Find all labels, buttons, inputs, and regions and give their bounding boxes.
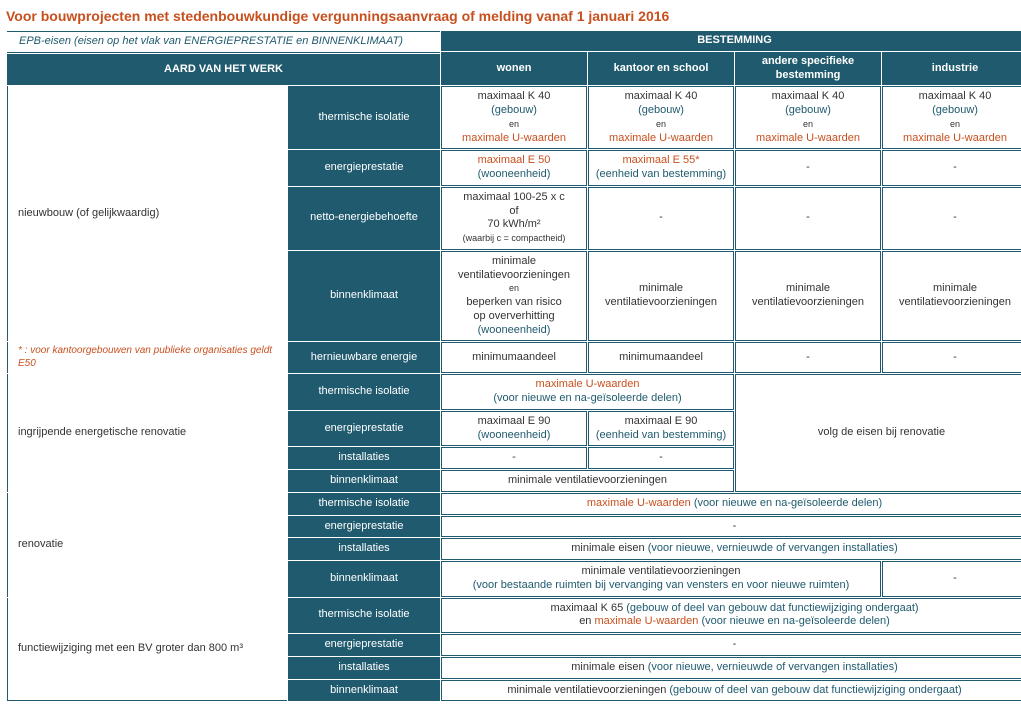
cell: minimale ventilatievoorzieningen — [735, 251, 881, 342]
cell: volg de eisen bij renovatie — [735, 374, 1021, 492]
footnote: * : voor kantoorgebouwen van publieke or… — [7, 342, 287, 373]
cell: - — [882, 561, 1021, 597]
epb-cell: EPB-eisen (eisen op het vlak van ENERGIE… — [7, 31, 440, 53]
col-wonen: wonen — [441, 52, 587, 86]
cell: minimale ventilatievoorzieningen (voor b… — [441, 561, 881, 597]
row-ier-therm: ingrijpende energetische renovatie therm… — [7, 374, 1021, 410]
cell: - — [882, 150, 1021, 186]
label-binnen3: binnenklimaat — [288, 561, 440, 597]
label-therm2: thermische isolatie — [288, 374, 440, 410]
label-binnen: binnenklimaat — [288, 251, 440, 342]
row-nieuwbouw-therm: nieuwbouw (of gelijkwaardig) thermische … — [7, 86, 1021, 149]
cat-ren: renovatie — [7, 493, 287, 597]
cell: minimale ventilatievoorzieningen en bepe… — [441, 251, 587, 342]
cat-nieuwbouw: nieuwbouw (of gelijkwaardig) — [7, 86, 287, 341]
label-install3: installaties — [288, 657, 440, 679]
cell: minimale ventilatievoorzieningen (gebouw… — [441, 680, 1021, 702]
cell: maximaal 100-25 x c of 70 kWh/m² (waarbi… — [441, 187, 587, 250]
row-nieuwbouw-hernieuw: * : voor kantoorgebouwen van publieke or… — [7, 342, 1021, 373]
cell: - — [441, 516, 1021, 538]
cell: - — [735, 342, 881, 373]
label-netto: netto-energiebehoefte — [288, 187, 440, 250]
cell: maximaal E 90 (wooneenheid) — [441, 411, 587, 447]
label-install1: installaties — [288, 447, 440, 469]
cell: minimale eisen (voor nieuwe, vernieuwde … — [441, 538, 1021, 560]
epb-table: EPB-eisen (eisen op het vlak van ENERGIE… — [6, 30, 1021, 702]
label-hernieuw: hernieuwbare energie — [288, 342, 440, 373]
cell: maximaal E 55* (eenheid van bestemming) — [588, 150, 734, 186]
cell: minimale ventilatievoorzieningen — [441, 470, 734, 492]
cat-fun: functiewijziging met een BV groter dan 8… — [7, 598, 287, 702]
label-install2: installaties — [288, 538, 440, 560]
label-energie4: energieprestatie — [288, 634, 440, 656]
cell: - — [441, 634, 1021, 656]
cat-ier: ingrijpende energetische renovatie — [7, 374, 287, 492]
cell: minimale ventilatievoorzieningen — [588, 251, 734, 342]
cell: minimale ventilatievoorzieningen — [882, 251, 1021, 342]
cell: maximale U-waarden (voor nieuwe en na-ge… — [441, 493, 1021, 515]
cell: minimumaandeel — [588, 342, 734, 373]
label-binnen4: binnenklimaat — [288, 680, 440, 702]
label-energie2: energieprestatie — [288, 411, 440, 447]
cell: maximaal K 40 (gebouw) en maximale U-waa… — [441, 86, 587, 149]
cell: maximaal K 65 (gebouw of deel van gebouw… — [441, 598, 1021, 634]
label-therm: thermische isolatie — [288, 86, 440, 149]
cell: - — [735, 187, 881, 250]
cell: maximale U-waarden (voor nieuwe en na-ge… — [441, 374, 734, 410]
cell: - — [441, 447, 587, 469]
label-therm3: thermische isolatie — [288, 493, 440, 515]
cell: maximaal E 90 (eenheid van bestemming) — [588, 411, 734, 447]
cell: - — [882, 342, 1021, 373]
row-fun-therm: functiewijziging met een BV groter dan 8… — [7, 598, 1021, 634]
cell: maximaal K 40 (gebouw) en maximale U-waa… — [735, 86, 881, 149]
label-energie3: energieprestatie — [288, 516, 440, 538]
col-andere: andere specifieke bestemming — [735, 52, 881, 86]
col-industrie: industrie — [882, 52, 1021, 86]
bestemming-header: BESTEMMING — [441, 31, 1021, 51]
cell: minimale eisen (voor nieuwe, vernieuwde … — [441, 657, 1021, 679]
row-ren-therm: renovatie thermische isolatie maximale U… — [7, 493, 1021, 515]
cell: maximaal K 40 (gebouw) en maximale U-waa… — [588, 86, 734, 149]
cell: - — [588, 187, 734, 250]
cell: maximaal K 40 (gebouw) en maximale U-waa… — [882, 86, 1021, 149]
aard-header: AARD VAN HET WERK — [7, 54, 440, 85]
label-binnen2: binnenklimaat — [288, 470, 440, 492]
cell: maximaal E 50 (wooneenheid) — [441, 150, 587, 186]
label-therm4: thermische isolatie — [288, 598, 440, 634]
cell: minimumaandeel — [441, 342, 587, 373]
header-row-1: EPB-eisen (eisen op het vlak van ENERGIE… — [7, 31, 1021, 51]
label-energie: energieprestatie — [288, 150, 440, 186]
col-kantoor: kantoor en school — [588, 52, 734, 86]
cell: - — [882, 187, 1021, 250]
page-title: Voor bouwprojecten met stedenbouwkundige… — [6, 6, 1015, 30]
cell: - — [588, 447, 734, 469]
cell: - — [735, 150, 881, 186]
